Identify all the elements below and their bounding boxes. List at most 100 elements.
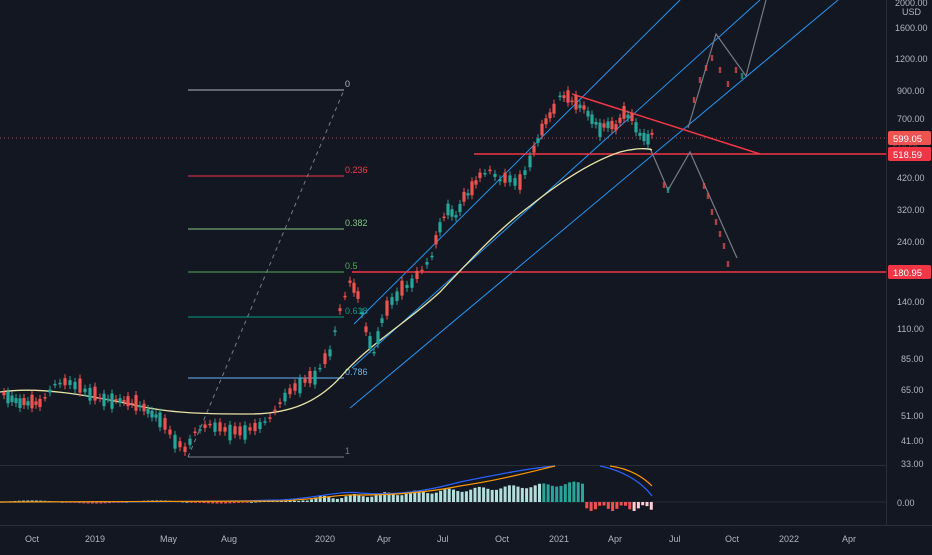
macd-histogram-bar — [417, 490, 421, 502]
price-axis[interactable]: USD 2000.00 1600.00 1200.00 900.00 700.0… — [888, 0, 931, 508]
candle-body — [458, 203, 462, 213]
macd-histogram-bar — [340, 498, 344, 502]
candle-body — [552, 103, 556, 114]
macd-histogram-bar — [26, 500, 30, 502]
price-tick: 41.00 — [901, 436, 924, 446]
candle-body — [102, 393, 106, 407]
candle-body — [343, 295, 347, 298]
macd-histogram-bar — [529, 487, 533, 502]
time-tick: Oct — [495, 534, 510, 544]
candle-body — [93, 386, 97, 401]
candle-body — [420, 269, 424, 272]
macd-histogram-bar — [305, 500, 309, 502]
candle-body — [508, 175, 512, 183]
fib-label-0618: 0.618 — [345, 306, 368, 316]
parallel-channel[interactable] — [349, 0, 839, 409]
macd-histogram-bar — [546, 484, 550, 502]
macd-histogram-bar — [323, 495, 326, 502]
candle-body — [142, 403, 146, 412]
macd-histogram-bar — [426, 493, 430, 502]
candle-body — [313, 370, 317, 385]
macd-pane[interactable] — [0, 465, 886, 511]
time-tick: May — [160, 534, 178, 544]
price-tick: 140.00 — [897, 297, 925, 307]
macd-histogram-bar — [383, 492, 387, 502]
projected-candle — [726, 81, 730, 87]
candle-body — [634, 122, 638, 133]
candle-body — [395, 291, 399, 301]
price-tick: 700.00 — [897, 114, 925, 124]
macd-histogram-bar — [439, 490, 443, 502]
macd-histogram-bar — [619, 502, 623, 506]
candle-body — [178, 441, 182, 448]
macd-histogram-bar — [241, 502, 245, 503]
projected-candle — [722, 243, 726, 249]
macd-histogram-bar — [602, 502, 606, 506]
candle-body — [470, 181, 474, 196]
macd-histogram-bar — [348, 494, 352, 502]
candle-body — [368, 336, 372, 350]
fib-retracement[interactable]: 0 0.236 0.382 0.5 0.618 0.786 1 — [187, 79, 368, 458]
macd-histogram-bar — [542, 483, 546, 502]
candle-body — [562, 95, 566, 99]
macd-histogram-bar — [206, 502, 210, 504]
projected-candle — [706, 193, 710, 199]
descending-trendline[interactable] — [571, 93, 761, 155]
time-tick: 2020 — [315, 534, 335, 544]
macd-histogram-bar — [555, 486, 559, 502]
projection-bearish[interactable] — [649, 147, 738, 259]
candle-body — [328, 349, 332, 357]
macd-histogram-bar — [404, 493, 408, 502]
price-tick: 900.00 — [897, 86, 925, 96]
candle-body — [126, 396, 130, 407]
projected-candle — [698, 77, 702, 83]
candlestick-series[interactable] — [2, 86, 654, 456]
candle-body — [188, 438, 192, 445]
macd-histogram-bar — [456, 491, 460, 502]
price-tick: 85.00 — [901, 354, 924, 364]
candle-body — [298, 378, 302, 394]
candle-body — [594, 122, 598, 125]
candle-body — [288, 388, 292, 395]
macd-histogram-bar — [357, 494, 361, 502]
candle-body — [430, 255, 434, 258]
candle-body — [10, 395, 14, 403]
macd-histogram-bar — [636, 502, 640, 509]
macd-histogram-bar — [374, 495, 378, 502]
macd-histogram-bar — [507, 485, 511, 502]
macd-histogram-bar — [361, 496, 365, 502]
candle-body — [263, 421, 267, 423]
projection-bullish[interactable] — [687, 0, 767, 129]
projected-candle — [718, 67, 722, 73]
candle-body — [173, 434, 177, 449]
projected-candles — [662, 55, 744, 267]
projected-candle — [710, 209, 714, 215]
macd-histogram-bar — [292, 500, 296, 502]
macd-histogram-bar — [370, 496, 374, 502]
candle-body — [6, 391, 10, 404]
time-tick: Aug — [221, 534, 237, 544]
macd-histogram-bar — [550, 485, 554, 502]
candle-body — [618, 117, 622, 123]
projected-candle — [704, 65, 708, 71]
macd-histogram-bar — [464, 491, 468, 502]
macd-histogram-bar — [495, 489, 498, 502]
macd-histogram-bar — [477, 486, 481, 502]
level-badge-180 — [888, 265, 931, 279]
macd-histogram-bar — [443, 489, 447, 502]
candle-body — [63, 378, 67, 386]
macd-histogram-bar — [90, 502, 94, 504]
candle-body — [446, 203, 450, 216]
macd-histogram-bar — [335, 498, 339, 502]
macd-histogram-bar — [606, 502, 610, 509]
macd-histogram-bar — [387, 492, 391, 502]
candle-body — [532, 145, 536, 153]
candle-body — [38, 398, 42, 408]
candle-body — [158, 412, 162, 428]
time-axis[interactable]: Oct 2019 May Aug 2020 Apr Jul Oct 2021 A… — [25, 534, 856, 544]
time-tick: Oct — [25, 534, 40, 544]
moving-average-line — [0, 148, 653, 415]
macd-histogram-bar — [624, 502, 627, 506]
